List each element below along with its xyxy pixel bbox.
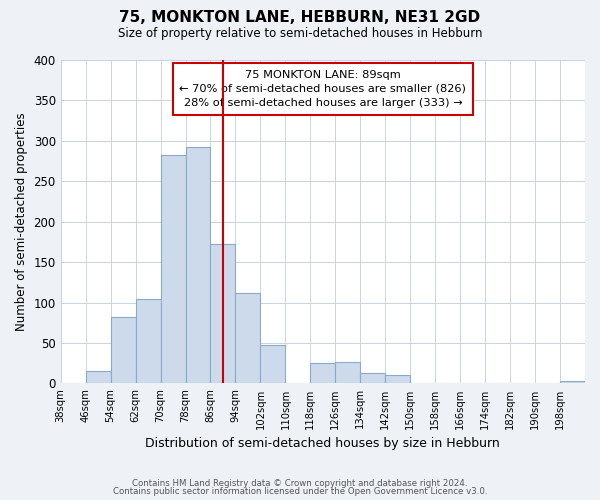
Text: 75, MONKTON LANE, HEBBURN, NE31 2GD: 75, MONKTON LANE, HEBBURN, NE31 2GD — [119, 10, 481, 25]
Bar — [136, 298, 161, 384]
Bar — [385, 376, 410, 384]
Text: Contains public sector information licensed under the Open Government Licence v3: Contains public sector information licen… — [113, 487, 487, 496]
Bar — [260, 346, 286, 384]
Bar — [360, 373, 385, 384]
X-axis label: Distribution of semi-detached houses by size in Hebburn: Distribution of semi-detached houses by … — [145, 437, 500, 450]
Bar — [560, 381, 585, 384]
Bar — [310, 363, 335, 384]
Bar — [110, 317, 136, 384]
Y-axis label: Number of semi-detached properties: Number of semi-detached properties — [15, 112, 28, 331]
Text: 75 MONKTON LANE: 89sqm
← 70% of semi-detached houses are smaller (826)
28% of se: 75 MONKTON LANE: 89sqm ← 70% of semi-det… — [179, 70, 466, 108]
Bar — [86, 372, 110, 384]
Bar — [185, 146, 211, 384]
Bar — [235, 293, 260, 384]
Text: Size of property relative to semi-detached houses in Hebburn: Size of property relative to semi-detach… — [118, 28, 482, 40]
Bar — [211, 244, 235, 384]
Bar — [335, 362, 360, 384]
Text: Contains HM Land Registry data © Crown copyright and database right 2024.: Contains HM Land Registry data © Crown c… — [132, 478, 468, 488]
Bar — [161, 154, 185, 384]
